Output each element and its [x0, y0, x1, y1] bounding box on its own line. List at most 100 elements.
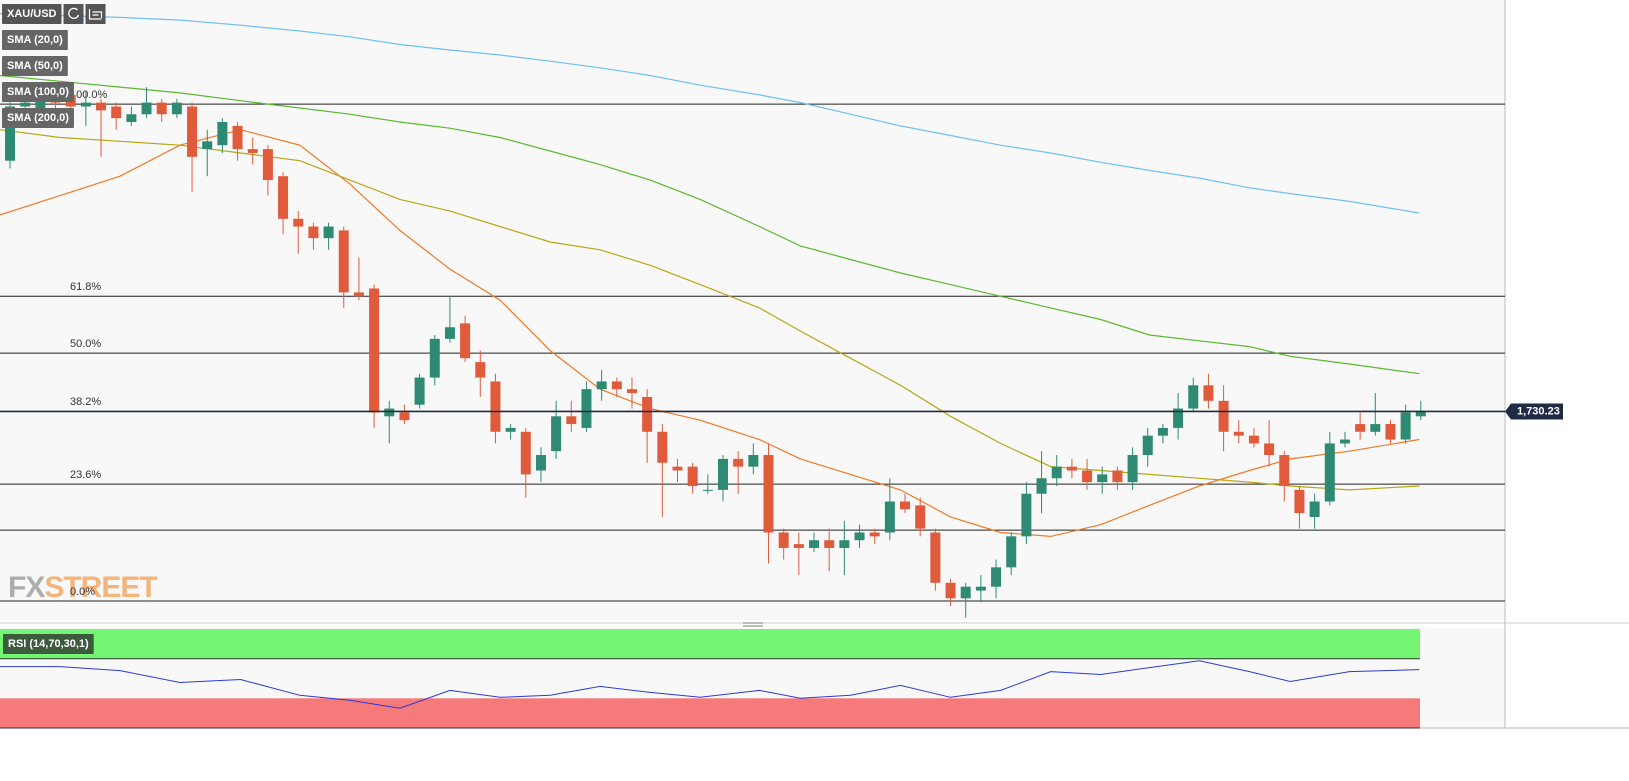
candle-body [338, 230, 349, 293]
level-label: 100.0% [70, 89, 108, 101]
candle-body [399, 412, 410, 421]
legend-item[interactable]: XAU/USD [2, 4, 62, 24]
candle-body [975, 586, 986, 591]
legend-box [3, 634, 94, 654]
candle-body [202, 141, 213, 150]
candle-body [672, 466, 683, 471]
candle-body [793, 544, 804, 548]
candle-body [596, 381, 607, 390]
candle-body [809, 540, 820, 548]
splitter-handle[interactable] [743, 622, 763, 627]
refresh-button[interactable] [63, 4, 84, 24]
candle-body [763, 455, 774, 533]
candle-body [1188, 385, 1199, 409]
candle-body [854, 532, 865, 541]
price-panel [0, 0, 1505, 620]
candle-body [839, 540, 850, 548]
legend-label: SMA (200,0) [7, 112, 69, 124]
candle-body [566, 416, 577, 425]
candle-body [869, 532, 880, 537]
candle-body [1279, 455, 1290, 487]
candle-body [1173, 408, 1184, 428]
candle-body [1339, 439, 1350, 444]
candle-body [262, 149, 273, 181]
candle-body [748, 455, 759, 467]
candle-body [702, 489, 713, 491]
watermark-part: FX [8, 571, 45, 604]
legend-label: XAU/USD [7, 8, 57, 20]
candle-body [778, 532, 789, 548]
candle-body [323, 226, 334, 239]
candle-body [156, 102, 167, 115]
candle-body [141, 102, 152, 115]
candle-body [626, 389, 637, 394]
candle-body [1203, 385, 1214, 401]
legend-box [2, 82, 74, 102]
candle-body [1248, 435, 1259, 444]
candle-body [611, 381, 622, 390]
candle-body [1294, 489, 1305, 514]
candle-body [1127, 455, 1138, 483]
candle-body [1233, 431, 1244, 436]
candle-body [930, 532, 941, 583]
candle-body [1385, 424, 1396, 440]
legend-item[interactable]: SMA (50,0) [2, 56, 68, 76]
candle-body [96, 102, 107, 111]
candle-body [551, 416, 562, 452]
sma-line [0, 74, 1420, 375]
candle-body [490, 381, 501, 432]
candle-body [960, 586, 971, 599]
candle-body [278, 176, 289, 219]
candle-body [429, 338, 440, 378]
legend-item[interactable]: SMA (200,0) [2, 108, 74, 128]
legend-box [2, 30, 68, 50]
candle-body [1021, 493, 1032, 537]
refresh-icon [68, 7, 80, 19]
last-price-label: 1,730.23 [1517, 405, 1560, 417]
legend-box [2, 4, 62, 24]
candle-body [353, 292, 364, 297]
level-label: 61.8% [70, 281, 101, 293]
candle-body [945, 582, 956, 599]
candle-body [1309, 501, 1320, 517]
legend-label: SMA (20,0) [7, 34, 63, 46]
candle-body [1006, 536, 1017, 568]
candle-body [1066, 466, 1077, 471]
candle-body [80, 102, 91, 107]
level-label: 23.6% [70, 469, 101, 481]
candle-body [884, 501, 895, 533]
legend-item[interactable]: RSI (14,70,30,1) [3, 634, 94, 654]
level-label: 50.0% [70, 338, 101, 350]
legend-label: RSI (14,70,30,1) [8, 638, 89, 650]
candle-body [475, 362, 486, 378]
candle-body [1142, 435, 1153, 456]
candle-body [1082, 470, 1093, 483]
settings-icon [88, 9, 103, 20]
candle-body [1112, 470, 1123, 483]
candle-body [308, 226, 319, 239]
candle-body [1097, 474, 1108, 483]
button-box [63, 4, 84, 24]
candle-body [1264, 443, 1275, 456]
candle-body [126, 114, 137, 122]
legend-label: SMA (50,0) [7, 60, 63, 72]
candle-body [717, 458, 728, 490]
rsi-band [0, 628, 1420, 659]
legend-box [2, 108, 74, 128]
candle-body [369, 288, 380, 413]
candle-body [187, 106, 198, 157]
legend-item[interactable]: SMA (20,0) [2, 30, 68, 50]
rsi-line [0, 660, 1420, 709]
sma-line [0, 129, 1420, 538]
settings-button[interactable] [85, 4, 106, 24]
candle-body [991, 567, 1002, 587]
candle-body [824, 540, 835, 548]
candle-body [171, 102, 182, 115]
candle-body [1036, 478, 1047, 494]
candle-body [1218, 400, 1229, 432]
candle-body [5, 106, 16, 161]
legend-item[interactable]: SMA (100,0) [2, 82, 74, 102]
last-price-tag [1505, 403, 1563, 420]
legend-box [2, 56, 68, 76]
candle-body [581, 389, 592, 428]
